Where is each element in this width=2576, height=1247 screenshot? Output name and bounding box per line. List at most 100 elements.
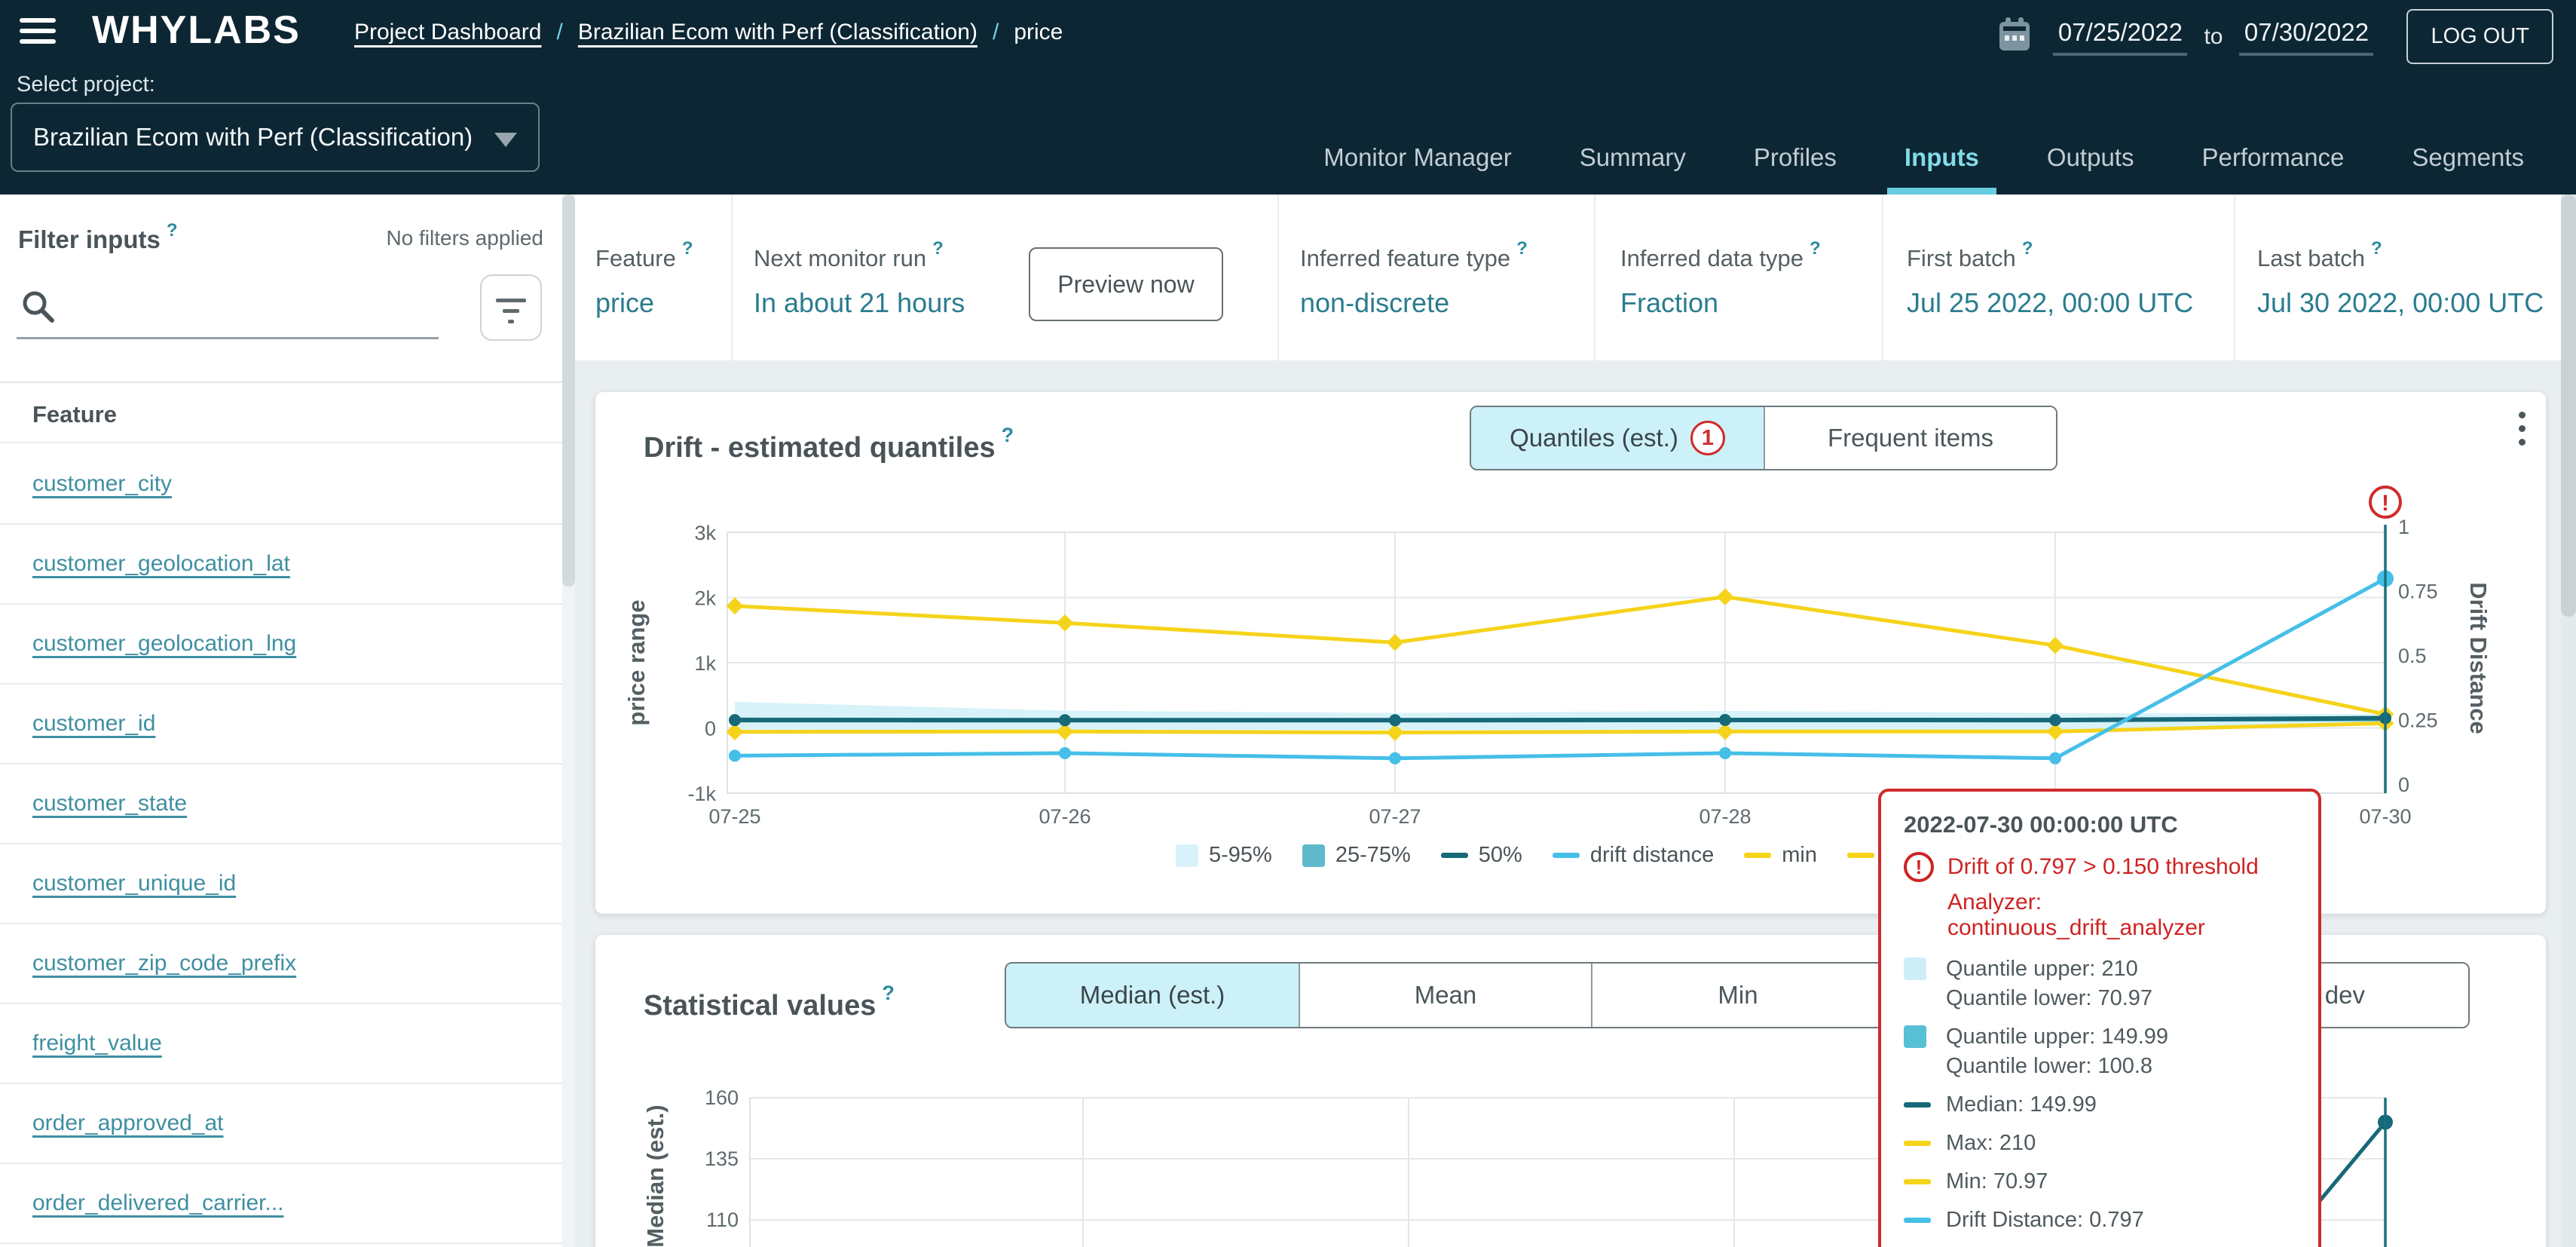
help-icon[interactable]: ? xyxy=(882,982,895,1004)
feature-link-order-delivered-carrier[interactable]: order_delivered_carrier... xyxy=(32,1190,284,1216)
top-header: WHYLABS Project Dashboard / Brazilian Ecom… xyxy=(0,0,2576,195)
feature-link-customer-geolocation-lat[interactable]: customer_geolocation_lat xyxy=(32,551,290,577)
feature-row: customer_geolocation_lng xyxy=(0,605,562,685)
info-divider xyxy=(731,195,733,360)
info-col-inferred-data-type: Inferred data type?Fraction xyxy=(1620,238,1821,319)
feature-row: customer_zip_code_prefix xyxy=(0,924,562,1004)
whylabs-dashboard: WHYLABS Project Dashboard / Brazilian Ecom… xyxy=(0,0,2576,1247)
drift-chart-legend: 5-95%25-75%50%drift distanceminmax xyxy=(1176,843,1956,868)
feature-row: customer_city xyxy=(0,445,562,525)
legend-label: drift distance xyxy=(1590,843,1714,868)
toggle-min[interactable]: Min xyxy=(1591,964,1883,1027)
legend-label: 25-75% xyxy=(1335,843,1411,868)
svg-text:1k: 1k xyxy=(694,652,716,675)
feature-link-order-approved-at[interactable]: order_approved_at xyxy=(32,1111,224,1136)
legend-swatch xyxy=(1176,844,1198,867)
select-project-label: Select project: xyxy=(17,72,155,97)
tooltip-row: Quantile upper: 210Quantile lower: 70.97 xyxy=(1904,954,2296,1013)
feature-link-customer-zip-code-prefix[interactable]: customer_zip_code_prefix xyxy=(32,951,296,976)
project-select-dropdown[interactable]: Brazilian Ecom with Perf (Classification… xyxy=(11,103,540,172)
date-to-input[interactable]: 07/30/2022 xyxy=(2239,18,2373,56)
tab-summary[interactable]: Summary xyxy=(1546,143,1720,195)
svg-text:0.5: 0.5 xyxy=(2398,645,2427,667)
feature-column-header: Feature xyxy=(0,381,562,443)
legend-item-25-75[interactable]: 25-75% xyxy=(1302,843,1411,868)
tooltip-swatch xyxy=(1904,957,1926,980)
help-icon[interactable]: ? xyxy=(2371,238,2382,259)
feature-row: customer_id xyxy=(0,685,562,764)
tab-profiles[interactable]: Profiles xyxy=(1720,143,1871,195)
help-icon[interactable]: ? xyxy=(932,238,944,259)
preview-now-button[interactable]: Preview now xyxy=(1029,247,1223,321)
drift-view-toggle: Quantiles (est.)1Frequent items xyxy=(1470,406,2057,470)
feature-link-customer-unique-id[interactable]: customer_unique_id xyxy=(32,871,236,896)
help-icon[interactable]: ? xyxy=(1810,238,1821,259)
svg-text:07-28: 07-28 xyxy=(1699,805,1751,828)
tab-monitor-manager[interactable]: Monitor Manager xyxy=(1290,143,1545,195)
breadcrumb-item-brazilian-ecom-with-perf-classification[interactable]: Brazilian Ecom with Perf (Classification… xyxy=(578,20,977,44)
date-from-input[interactable]: 07/25/2022 xyxy=(2053,18,2187,56)
info-label: Last batch? xyxy=(2257,238,2544,272)
tooltip-rows: Quantile upper: 210Quantile lower: 70.97… xyxy=(1904,954,2296,1235)
tooltip-alert-text: Drift of 0.797 > 0.150 threshold xyxy=(1947,854,2259,880)
main-tabs: Monitor ManagerSummaryProfilesInputsOutp… xyxy=(1290,143,2558,195)
feature-link-customer-id[interactable]: customer_id xyxy=(32,711,155,737)
calendar-icon[interactable] xyxy=(1997,16,2032,57)
breadcrumb: Project Dashboard / Brazilian Ecom with Pe… xyxy=(354,20,1063,45)
toggle-median-est[interactable]: Median (est.) xyxy=(1006,964,1299,1027)
svg-text:07-26: 07-26 xyxy=(1039,805,1091,828)
info-value: In about 21 hours xyxy=(754,287,965,319)
feature-link-customer-geolocation-lng[interactable]: customer_geolocation_lng xyxy=(32,631,296,657)
toggle-frequent-items[interactable]: Frequent items xyxy=(1764,407,2056,469)
info-value: non-discrete xyxy=(1300,287,1528,319)
filter-list-icon[interactable] xyxy=(480,274,542,341)
legend-swatch xyxy=(1302,844,1325,867)
info-divider xyxy=(2234,195,2235,360)
tooltip-row: Quantile upper: 149.99Quantile lower: 10… xyxy=(1904,1022,2296,1081)
help-icon[interactable]: ? xyxy=(167,220,178,241)
tab-outputs[interactable]: Outputs xyxy=(2013,143,2168,195)
legend-item-drift-distance[interactable]: drift distance xyxy=(1553,843,1714,868)
info-col-next-monitor-run: Next monitor run?In about 21 hours xyxy=(754,238,965,319)
tab-inputs[interactable]: Inputs xyxy=(1871,143,2013,195)
alert-count-badge: 1 xyxy=(1690,421,1725,455)
alert-exclamation-icon: ! xyxy=(1904,852,1934,882)
legend-item-50[interactable]: 50% xyxy=(1441,843,1522,868)
tab-segments[interactable]: Segments xyxy=(2378,143,2558,195)
legend-item-5-95[interactable]: 5-95% xyxy=(1176,843,1272,868)
breadcrumb-item-project-dashboard[interactable]: Project Dashboard xyxy=(354,20,541,44)
info-value: price xyxy=(595,287,693,319)
help-icon[interactable]: ? xyxy=(1516,238,1528,259)
svg-text:0: 0 xyxy=(2398,774,2409,796)
toggle-mean[interactable]: Mean xyxy=(1299,964,1591,1027)
whylabs-logo: WHYLABS xyxy=(92,8,301,53)
tooltip-row: Median: 149.99 xyxy=(1904,1090,2296,1120)
tooltip-row: Drift Distance: 0.797 xyxy=(1904,1206,2296,1235)
svg-text:3k: 3k xyxy=(694,522,716,544)
help-icon[interactable]: ? xyxy=(2022,238,2033,259)
search-input[interactable] xyxy=(17,282,439,339)
drift-card-title: Drift - estimated quantiles? xyxy=(644,424,1014,464)
feature-row: order_approved_at xyxy=(0,1084,562,1164)
more-options-icon[interactable] xyxy=(2507,412,2537,452)
help-icon[interactable]: ? xyxy=(682,238,693,259)
drift-chart[interactable]: !3k2k1k0-1k10.750.50.25007-2507-2607-270… xyxy=(626,481,2487,835)
legend-swatch xyxy=(1744,853,1771,858)
tab-performance[interactable]: Performance xyxy=(2168,143,2378,195)
help-icon[interactable]: ? xyxy=(1002,424,1014,446)
page-scrollbar[interactable] xyxy=(2561,195,2576,1247)
date-range-to-label: to xyxy=(2204,24,2223,50)
info-label: Inferred feature type? xyxy=(1300,238,1528,272)
logout-button[interactable]: LOG OUT xyxy=(2406,9,2553,64)
legend-item-min[interactable]: min xyxy=(1744,843,1817,868)
feature-link-freight-value[interactable]: freight_value xyxy=(32,1031,162,1056)
feature-link-customer-state[interactable]: customer_state xyxy=(32,791,187,817)
feature-link-customer-city[interactable]: customer_city xyxy=(32,471,172,497)
svg-text:0.75: 0.75 xyxy=(2398,581,2438,603)
hamburger-menu-icon[interactable] xyxy=(20,18,56,45)
sidebar-scrollbar[interactable] xyxy=(562,195,575,1247)
toggle-quantiles-est[interactable]: Quantiles (est.)1 xyxy=(1471,407,1764,469)
legend-label: 50% xyxy=(1479,843,1522,868)
info-label: Inferred data type? xyxy=(1620,238,1821,272)
breadcrumb-separator: / xyxy=(556,20,562,44)
